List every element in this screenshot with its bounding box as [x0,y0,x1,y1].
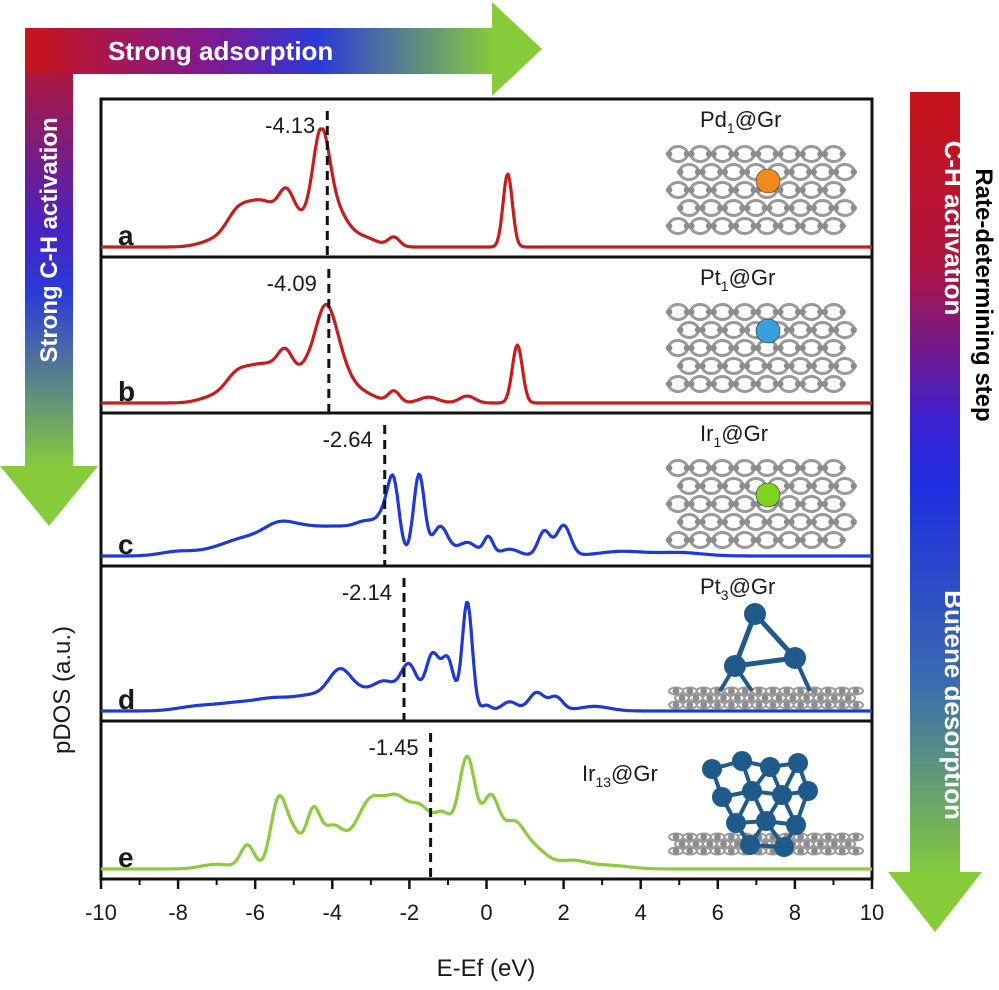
system-label: Pt3@Gr [700,574,775,603]
panel-letter: a [118,220,134,251]
metal-atom [798,781,818,801]
panel-letter: e [118,842,134,873]
metal-atom [742,781,762,801]
metal-atom [724,655,746,677]
d-band-center-label: -1.45 [368,735,418,760]
metal-atom [755,318,781,344]
pdos-curve [100,600,873,713]
pdos-curve [100,127,873,249]
x-tick-label: 10 [860,900,884,925]
d-band-center-label: -4.09 [267,271,317,296]
graphene-sheet [665,144,857,236]
x-tick-label: -6 [245,900,265,925]
graphene-sheet [665,302,857,394]
system-label: Pd1@Gr [700,107,782,136]
metal-atom [732,751,752,771]
x-tick-label: 0 [480,900,492,925]
panel-e: -1.45 e Ir13@Gr [99,719,874,881]
d-band-center-label: -2.64 [323,427,373,452]
right-arrow-bottom-label: Butene desorption [939,590,969,820]
graphene-sheet [668,686,864,710]
right-arrow-top-label: C-H activation [939,141,969,316]
panel-a: -4.13 a Pd1@Gr [99,97,874,259]
metal-atom [755,482,781,508]
y-axis-label: pDOS (a.u.) [49,626,76,754]
panels: -4.13 a Pd1@Gr -4.09 b Pt1@Gr -2.64 c Ir1@Gr -2.1… [99,97,874,881]
metal-atom [744,603,766,625]
panel-d: -2.14 d Pt3@Gr [99,564,874,723]
panel-letter: d [118,684,135,715]
pdos-curve [100,472,873,558]
metal-atom [774,837,794,857]
structure-model [665,144,857,236]
metal-atom [756,811,776,831]
x-axis-label: E-Ef (eV) [437,955,536,982]
d-band-center-label: -2.14 [342,580,392,605]
panel-c: -2.64 c Ir1@Gr [99,411,874,568]
metal-atom [740,835,760,855]
metal-atom [788,753,808,773]
structure-model [665,458,857,550]
x-tick-label: -10 [85,900,117,925]
metal-atom [755,168,781,194]
system-label: Ir1@Gr [700,421,768,450]
panel-letter: c [118,529,134,560]
metal-atom [760,757,780,777]
rate-determining-label: Rate-determining step [970,168,997,421]
x-tick-label: -8 [168,900,188,925]
x-tick-label: 8 [789,900,801,925]
desorption-arrow [888,92,982,932]
metal-atom [772,785,792,805]
x-tick-label: 4 [635,900,647,925]
system-label: Pt1@Gr [700,265,775,294]
top-arrow-label: Strong adsorption [108,36,333,66]
metal-atom [712,787,732,807]
x-axis: -10 -8 -6 -4 -2 0 2 4 6 8 10 [85,879,884,925]
x-tick-label: -4 [323,900,343,925]
x-tick-label: -2 [400,900,420,925]
system-label: Ir13@Gr [582,761,658,790]
structure-model [668,603,864,710]
adsorption-arrow [0,2,542,526]
x-tick-label: 2 [557,900,569,925]
panel-b: -4.09 b Pt1@Gr [99,255,874,415]
pdos-curve [100,754,873,871]
left-arrow-label: Strong C-H activation [36,117,63,362]
x-tick-label: 6 [712,900,724,925]
pdos-curve [100,302,873,405]
metal-atom [726,813,746,833]
structure-model [665,302,857,394]
metal-atom [784,647,806,669]
d-band-center-label: -4.13 [265,113,315,138]
metal-atom [786,815,806,835]
metal-atom [702,759,722,779]
panel-letter: b [118,376,135,407]
structure-model [668,751,864,857]
